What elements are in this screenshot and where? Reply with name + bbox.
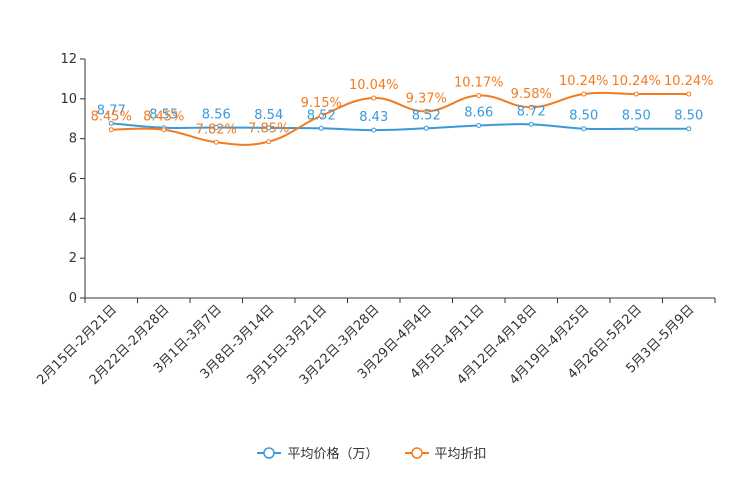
data-point[interactable] (371, 127, 377, 133)
data-point[interactable] (476, 123, 482, 129)
y-tick-label: 2 (69, 251, 77, 266)
data-label: 9.58% (511, 87, 552, 102)
legend: 平均价格（万） 平均折扣 (0, 443, 744, 462)
legend-label: 平均价格（万） (287, 447, 379, 462)
data-point[interactable] (528, 121, 534, 127)
data-label: 8.45% (91, 110, 132, 125)
data-point[interactable] (581, 126, 587, 132)
data-label: 8.77 (97, 103, 126, 118)
data-label: 7.82% (196, 122, 237, 137)
data-label: 7.85% (248, 122, 289, 137)
data-label: 10.24% (611, 74, 661, 89)
legend-label: 平均折扣 (434, 447, 487, 462)
data-point[interactable] (161, 127, 167, 133)
data-label: 9.37% (406, 91, 447, 106)
data-point[interactable] (213, 125, 219, 131)
y-tick-label: 6 (69, 172, 77, 187)
data-point[interactable] (371, 95, 377, 101)
data-label: 8.50 (569, 109, 598, 124)
data-point[interactable] (633, 91, 639, 97)
data-point[interactable] (686, 91, 692, 97)
data-labels: 8.77 8.55 8.56 8.54 8.52 8.43 8.52 8.66 8.72 8.50… (91, 74, 714, 137)
data-label: 8.50 (622, 109, 651, 124)
series-layer (108, 91, 692, 146)
y-tick-label: 8 (69, 132, 77, 147)
data-point[interactable] (476, 92, 482, 98)
y-tick-label: 4 (69, 211, 77, 226)
y-tick-label: 10 (60, 92, 77, 107)
data-point[interactable] (633, 126, 639, 132)
data-point[interactable] (686, 126, 692, 132)
series-line-1 (111, 122, 689, 132)
data-point[interactable] (528, 104, 534, 110)
data-point[interactable] (581, 91, 587, 97)
data-label: 8.72 (517, 104, 546, 119)
data-label: 8.52 (412, 108, 441, 123)
line-chart: 0246810122月15日-2月21日2月22日-2月28日3月1日-3月7日… (34, 52, 716, 388)
data-label: 9.15% (301, 96, 342, 111)
data-point[interactable] (108, 120, 114, 126)
data-label: 10.24% (559, 74, 609, 89)
data-label: 8.50 (674, 109, 703, 124)
data-point[interactable] (108, 127, 114, 133)
data-point[interactable] (318, 125, 324, 131)
data-point[interactable] (318, 113, 324, 119)
data-label: 10.04% (349, 78, 399, 93)
y-tick-label: 12 (60, 52, 77, 67)
y-tick-label: 0 (69, 291, 77, 306)
data-label: 10.17% (454, 75, 504, 90)
data-point[interactable] (423, 125, 429, 131)
data-point[interactable] (423, 108, 429, 114)
data-point[interactable] (213, 139, 219, 145)
data-label: 8.55 (149, 108, 178, 123)
data-label: 8.54 (254, 108, 283, 123)
data-point[interactable] (266, 139, 272, 145)
data-label: 8.43 (359, 110, 388, 125)
legend-line-circle-icon (257, 446, 282, 459)
data-label: 8.56 (202, 108, 231, 123)
data-point[interactable] (266, 125, 272, 131)
data-label: 8.52 (307, 108, 336, 123)
legend-line-circle-icon (404, 446, 429, 459)
data-label: 8.66 (464, 106, 493, 121)
data-label: 10.24% (664, 74, 714, 89)
legend-item-2[interactable]: 平均折扣 (404, 443, 487, 462)
data-label: 8.45% (143, 110, 184, 125)
legend-item-1[interactable]: 平均价格（万） (257, 443, 379, 462)
axes: 0246810122月15日-2月21日2月22日-2月28日3月1日-3月7日… (34, 52, 716, 388)
series-line-2 (111, 91, 689, 146)
